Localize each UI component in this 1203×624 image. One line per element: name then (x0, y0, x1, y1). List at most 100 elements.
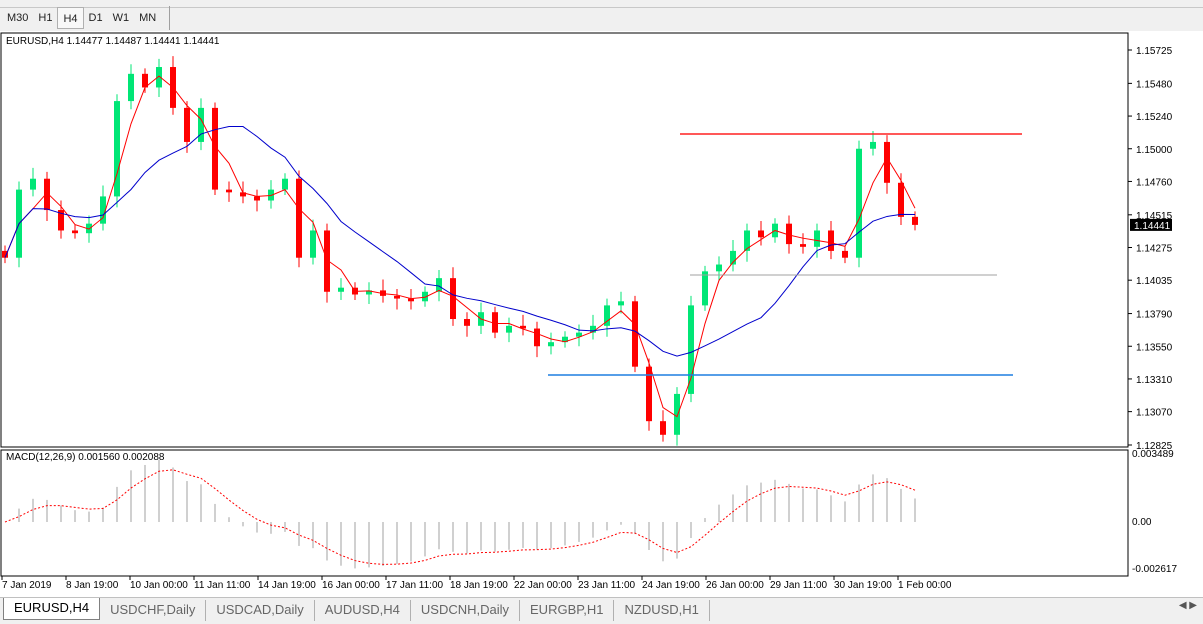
price-tick-label: 1.13310 (1136, 375, 1173, 386)
price-tick-label: 1.13550 (1136, 342, 1173, 353)
chart-tab[interactable]: USDCHF,Daily (100, 600, 207, 621)
timeframe-mn[interactable]: MN (139, 12, 157, 24)
timeframe-h1[interactable]: H1 (38, 12, 53, 24)
candle-body (408, 298, 414, 302)
time-tick-label: 7 Jan 2019 (2, 580, 52, 591)
candle-body (716, 264, 722, 272)
candle-body (58, 210, 64, 231)
timeframe-d1[interactable]: D1 (88, 12, 103, 24)
slow-moving-average-line (4, 126, 916, 357)
time-tick-label: 23 Jan 11:00 (578, 580, 636, 591)
time-tick-label: 26 Jan 00:00 (706, 580, 764, 591)
candle-body (660, 421, 666, 435)
time-tick-label: 16 Jan 00:00 (322, 580, 380, 591)
tab-scroll-arrows[interactable]: ◀ ▶ (1178, 600, 1197, 611)
candle-body (282, 178, 288, 190)
candle-body (884, 141, 890, 183)
price-tick-label: 1.14035 (1136, 276, 1173, 287)
candle-body (604, 305, 610, 326)
candle-body (100, 196, 106, 224)
candle-body (422, 291, 428, 302)
timeframe-w1[interactable]: W1 (112, 12, 130, 24)
candle-body (898, 182, 904, 217)
candle-body (366, 290, 372, 295)
time-tick-label: 29 Jan 11:00 (770, 580, 828, 591)
fast-moving-average-line (4, 75, 916, 418)
timeframe-bar: M30 H1 H4 D1 W1 MN (0, 6, 170, 30)
candle-body (702, 271, 708, 306)
current-price-label: 1.14441 (1134, 221, 1171, 232)
chart-tab[interactable]: NZDUSD,H1 (614, 600, 710, 621)
candle-body (842, 250, 848, 258)
candle-body (86, 223, 92, 234)
candle-body (856, 148, 862, 258)
chart-tab[interactable]: EURUSD,H4 (3, 598, 101, 620)
candle-body (394, 295, 400, 299)
candle-body (912, 216, 918, 225)
chart-tab[interactable]: USDCNH,Daily (411, 600, 521, 621)
candle-body (450, 278, 456, 320)
candle-body (114, 101, 120, 197)
candle-body (590, 325, 596, 333)
candle-body (492, 312, 498, 333)
candle-body (814, 230, 820, 247)
candle-body (240, 192, 246, 197)
price-chart[interactable]: 1.15725 1.15480 1.15240 1.15000 1.14760 1.145… (0, 0, 1203, 597)
candle-body (828, 230, 834, 251)
symbol-info: EURUSD,H4 1.14477 1.14487 1.14441 1.1444… (6, 36, 220, 47)
candle-body (2, 250, 8, 258)
candle-body (142, 73, 148, 88)
price-tick-label: 1.15000 (1136, 145, 1173, 156)
chart-tab[interactable]: AUDUSD,H4 (315, 600, 411, 621)
macd-pane (0, 449, 1129, 577)
candle-body (870, 141, 876, 149)
candle-body (730, 250, 736, 265)
price-tick-label: 1.14275 (1136, 244, 1173, 255)
price-tick-label: 1.13070 (1136, 408, 1173, 419)
candle-body (548, 342, 554, 347)
time-tick-label: 14 Jan 19:00 (258, 580, 316, 591)
candle-body (464, 319, 470, 326)
macd-info: MACD(12,26,9) 0.001560 0.002088 (6, 452, 165, 463)
time-tick-label: 22 Jan 00:00 (514, 580, 572, 591)
macd-tick-label: -0.002617 (1132, 564, 1177, 575)
timeframe-h4[interactable]: H4 (57, 7, 84, 29)
time-tick-label: 18 Jan 19:00 (450, 580, 508, 591)
time-tick-label: 8 Jan 19:00 (66, 580, 119, 591)
time-tick-label: 11 Jan 11:00 (194, 580, 251, 591)
time-tick-label: 1 Feb 00:00 (898, 580, 952, 591)
candle-body (128, 73, 134, 102)
candle-body (212, 107, 218, 190)
price-tick-label: 1.14515 (1136, 211, 1173, 222)
current-price-marker (1130, 218, 1172, 231)
candle-body (520, 325, 526, 329)
timeframe-m30[interactable]: M30 (7, 12, 29, 24)
macd-signal-line (4, 469, 916, 565)
candle-body (72, 230, 78, 234)
candle-body (786, 223, 792, 245)
price-tick-label: 1.12825 (1136, 441, 1173, 452)
time-tick-label: 17 Jan 11:00 (386, 580, 444, 591)
candle-body (534, 328, 540, 347)
candle-body (30, 178, 36, 190)
candle-body (296, 178, 302, 258)
candle-body (254, 196, 260, 201)
time-tick-label: 24 Jan 19:00 (642, 580, 700, 591)
candle-body (758, 230, 764, 238)
candle-body (800, 244, 806, 247)
candle-body (310, 230, 316, 258)
chart-tab[interactable]: EURGBP,H1 (520, 600, 615, 621)
candle-body (156, 67, 162, 88)
time-tick-label: 10 Jan 00:00 (130, 580, 188, 591)
candle-body (184, 107, 190, 142)
candle-body (632, 301, 638, 367)
price-tick-label: 1.15480 (1136, 79, 1173, 90)
candle-body (618, 301, 624, 306)
price-tick-label: 1.14760 (1136, 177, 1173, 188)
candle-body (44, 178, 50, 211)
candle-body (338, 287, 344, 292)
chart-tab[interactable]: USDCAD,Daily (206, 600, 315, 621)
macd-tick-label: 0.00 (1132, 517, 1152, 528)
candle-body (324, 230, 330, 292)
candle-body (576, 332, 582, 337)
